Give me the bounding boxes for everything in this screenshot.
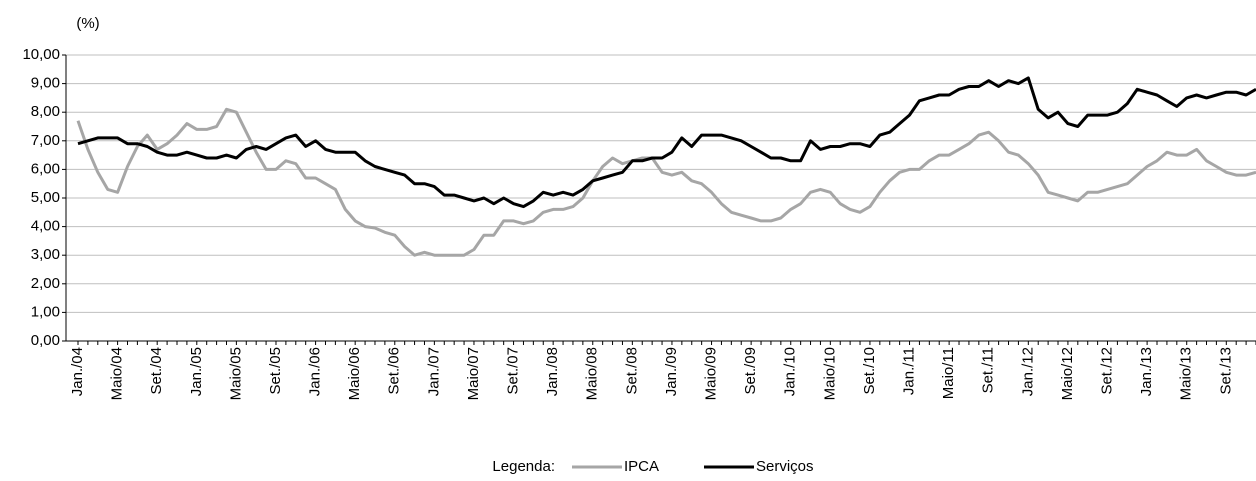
x-tick-label: Jan./04 [69,347,86,396]
x-tick-label: Set./12 [1098,347,1115,395]
x-tick-label: Set./06 [386,347,403,395]
series-line [76,107,1256,257]
x-tick-label: Jan./10 [782,347,799,396]
x-tick-label: Set./07 [505,347,522,395]
x-tick-label: Jan./13 [1138,347,1155,396]
x-tick-label: Jan./11 [900,347,917,395]
x-tick-label: Jan./09 [663,347,680,396]
x-tick-label: Maio/05 [227,347,244,400]
y-tick-label: 3,00 [31,246,60,263]
x-tick-label: Set./04 [148,347,165,395]
y-tick-label: 8,00 [31,103,60,120]
y-tick-label: 5,00 [31,189,60,206]
x-tick-label: Maio/07 [465,347,482,400]
x-tick-label: Maio/06 [346,347,363,400]
x-tick-label: Maio/08 [584,347,601,400]
legend-label: Serviços [756,458,814,475]
x-tick-label: Set./08 [623,347,640,395]
legend-label: IPCA [624,458,659,475]
x-tick-label: Maio/12 [1059,347,1076,400]
y-tick-label: 0,00 [31,332,60,349]
x-tick-label: Jan./12 [1019,347,1036,396]
y-tick-label: 7,00 [31,132,60,149]
x-tick-label: Set./05 [267,347,284,395]
y-tick-label: 4,00 [31,218,60,235]
x-tick-label: Maio/13 [1178,347,1195,400]
x-tick-label: Jan./06 [307,347,324,396]
y-unit-label: (%) [76,15,99,32]
legend-title: Legenda: [492,458,555,475]
y-tick-label: 2,00 [31,275,60,292]
x-tick-label: Maio/04 [109,347,126,400]
x-tick-label: Jan./05 [188,347,205,396]
y-tick-label: 10,00 [22,46,60,63]
y-tick-label: 1,00 [31,303,60,320]
series-line [77,76,1256,209]
y-tick-label: 6,00 [31,160,60,177]
x-tick-label: Jan./07 [425,347,442,396]
x-tick-label: Maio/09 [703,347,720,400]
x-tick-label: Maio/11 [940,347,957,399]
x-tick-label: Set./11 [980,347,997,393]
x-tick-label: Set./09 [742,347,759,395]
y-tick-label: 9,00 [31,75,60,92]
x-tick-label: Set./13 [1217,347,1234,395]
x-tick-label: Jan./08 [544,347,561,396]
x-tick-label: Set./10 [861,347,878,395]
x-tick-label: Maio/10 [821,347,838,400]
